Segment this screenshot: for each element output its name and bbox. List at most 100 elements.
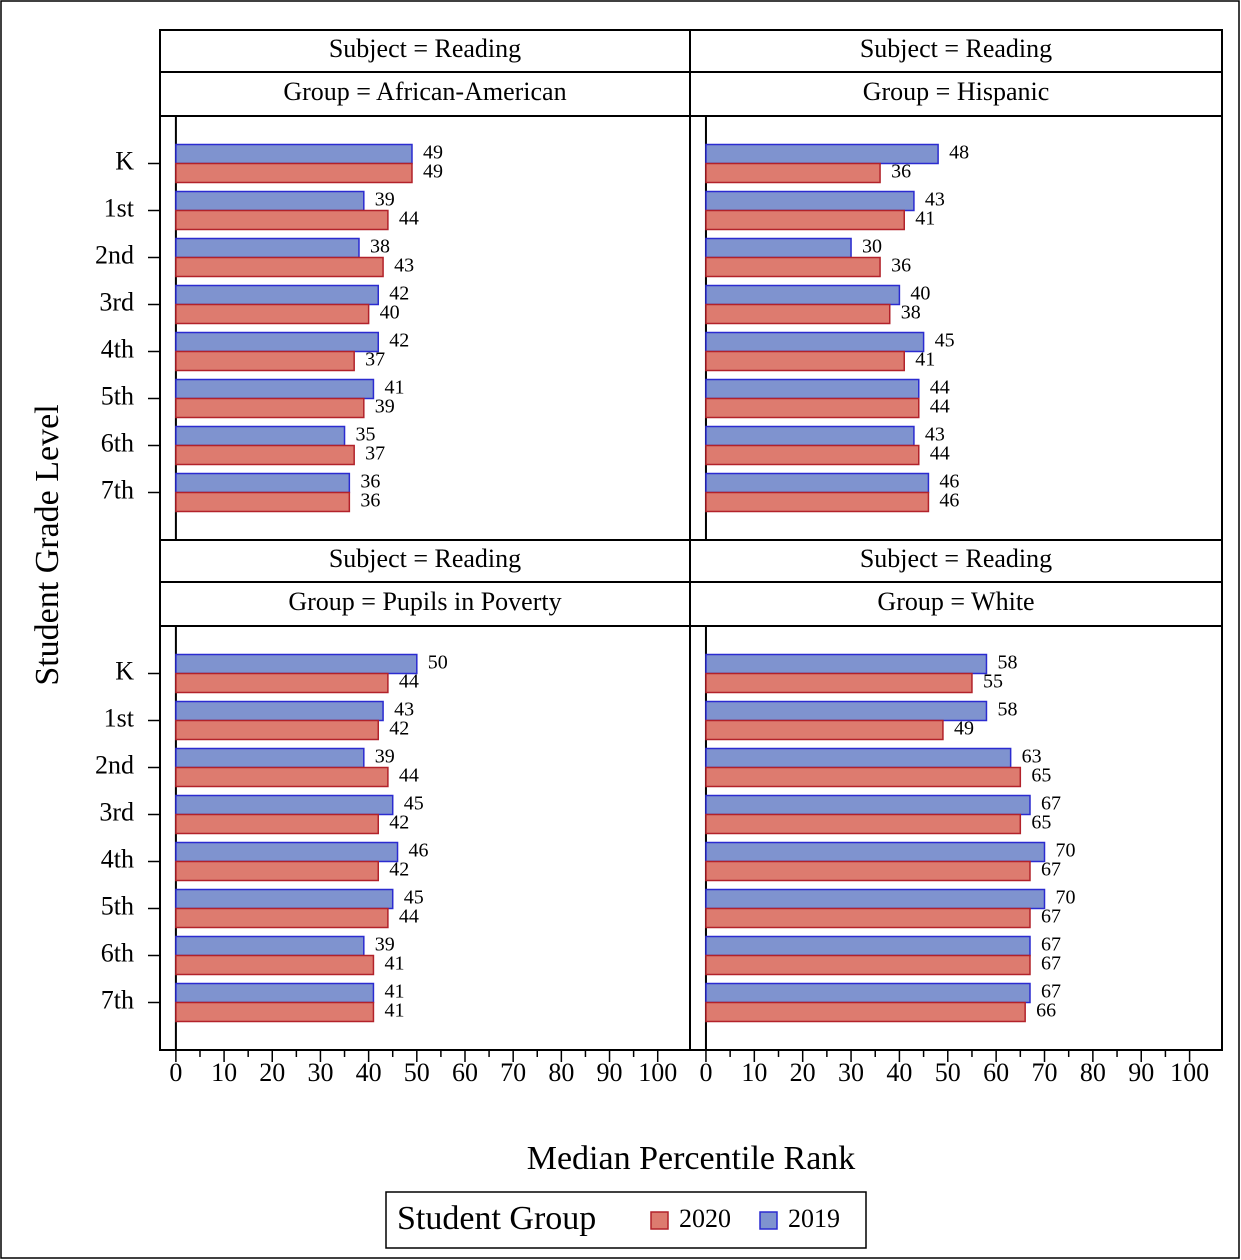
value-label: 36	[891, 255, 911, 277]
y-tick-label: 6th	[101, 428, 134, 457]
y-tick-label: 7th	[101, 985, 134, 1014]
bar	[175, 256, 384, 278]
y-tick-label: 6th	[101, 938, 134, 967]
value-label: 42	[389, 718, 409, 740]
x-tick-label: 0	[699, 1058, 712, 1087]
bar	[175, 331, 380, 353]
bar	[175, 378, 375, 400]
bar	[705, 888, 1046, 910]
x-tick-label: 30	[838, 1058, 864, 1087]
bar	[705, 954, 1031, 976]
value-label: 46	[939, 490, 959, 512]
legend-swatch	[650, 1211, 669, 1230]
value-label: 38	[901, 302, 921, 324]
legend-label: 2020	[679, 1204, 731, 1233]
legend-label: 2019	[788, 1204, 840, 1233]
value-label: 44	[399, 671, 419, 693]
value-label: 63	[1022, 746, 1042, 768]
value-label: 44	[930, 377, 950, 399]
value-label: 42	[389, 330, 409, 352]
value-label: 65	[1031, 812, 1051, 834]
bar	[705, 491, 930, 513]
value-label: 39	[375, 189, 395, 211]
y-tick-label: K	[115, 656, 134, 685]
legend-swatch	[759, 1211, 778, 1230]
x-tick-label: 90	[1128, 1058, 1154, 1087]
y-tick-label: 1st	[104, 193, 135, 222]
bar	[705, 672, 973, 694]
value-label: 36	[360, 490, 380, 512]
bar	[175, 935, 365, 957]
value-label: 45	[404, 887, 424, 909]
bar	[175, 766, 389, 788]
value-label: 45	[935, 330, 955, 352]
value-label: 67	[1041, 793, 1061, 815]
bar	[175, 653, 418, 675]
bar	[175, 954, 375, 976]
bar	[705, 190, 915, 212]
value-label: 49	[954, 718, 974, 740]
x-tick-label: 40	[886, 1058, 912, 1087]
value-label: 41	[915, 208, 935, 230]
bar	[705, 162, 881, 184]
panel-subtitle: Group = Hispanic	[863, 77, 1050, 106]
value-label: 40	[380, 302, 400, 324]
bar	[175, 860, 380, 882]
x-tick-label: 50	[935, 1058, 961, 1087]
bar	[705, 284, 901, 306]
bar	[175, 303, 370, 325]
y-tick-label: 2nd	[95, 750, 134, 779]
bar	[705, 747, 1012, 769]
bar	[705, 766, 1022, 788]
bar	[175, 841, 399, 863]
bar	[705, 719, 944, 741]
bar	[705, 794, 1031, 816]
value-label: 39	[375, 746, 395, 768]
bar	[175, 472, 351, 494]
x-tick-label: 10	[741, 1058, 767, 1087]
panel-title: Subject = Reading	[860, 544, 1052, 573]
x-tick-label: 0	[169, 1058, 182, 1087]
bar	[175, 209, 389, 231]
bar	[175, 700, 384, 722]
y-tick-label: 1st	[104, 703, 135, 732]
bar	[705, 841, 1046, 863]
value-label: 44	[399, 208, 419, 230]
bar	[175, 350, 355, 372]
panel-subtitle: Group = White	[877, 587, 1034, 616]
x-tick-label: 100	[1170, 1058, 1209, 1087]
bar	[175, 747, 365, 769]
y-tick-label: 5th	[101, 381, 134, 410]
bar	[705, 700, 988, 722]
value-label: 67	[1041, 934, 1061, 956]
x-tick-label: 40	[356, 1058, 382, 1087]
value-label: 44	[399, 765, 419, 787]
panel-subtitle: Group = African-American	[283, 77, 566, 106]
x-tick-label: 60	[452, 1058, 478, 1087]
value-label: 41	[384, 953, 404, 975]
value-label: 37	[365, 349, 385, 371]
plot-frame	[159, 115, 691, 541]
bar	[705, 378, 920, 400]
bar	[175, 888, 394, 910]
bar	[175, 162, 413, 184]
value-label: 67	[1041, 953, 1061, 975]
value-label: 41	[384, 981, 404, 1003]
value-label: 67	[1041, 859, 1061, 881]
y-tick-label: 7th	[101, 475, 134, 504]
panel-header	[689, 29, 1223, 73]
x-tick-label: 100	[638, 1058, 677, 1087]
panel-header	[689, 539, 1223, 583]
value-label: 70	[1056, 840, 1076, 862]
x-tick-label: 60	[983, 1058, 1009, 1087]
legend-box	[385, 1191, 867, 1249]
value-label: 49	[423, 161, 443, 183]
value-label: 42	[389, 812, 409, 834]
y-tick-label: 2nd	[95, 240, 134, 269]
x-tick-label: 50	[404, 1058, 430, 1087]
x-tick-label: 70	[500, 1058, 526, 1087]
value-label: 65	[1031, 765, 1051, 787]
x-tick-label: 80	[548, 1058, 574, 1087]
value-label: 30	[862, 236, 882, 258]
y-tick-label: 5th	[101, 891, 134, 920]
